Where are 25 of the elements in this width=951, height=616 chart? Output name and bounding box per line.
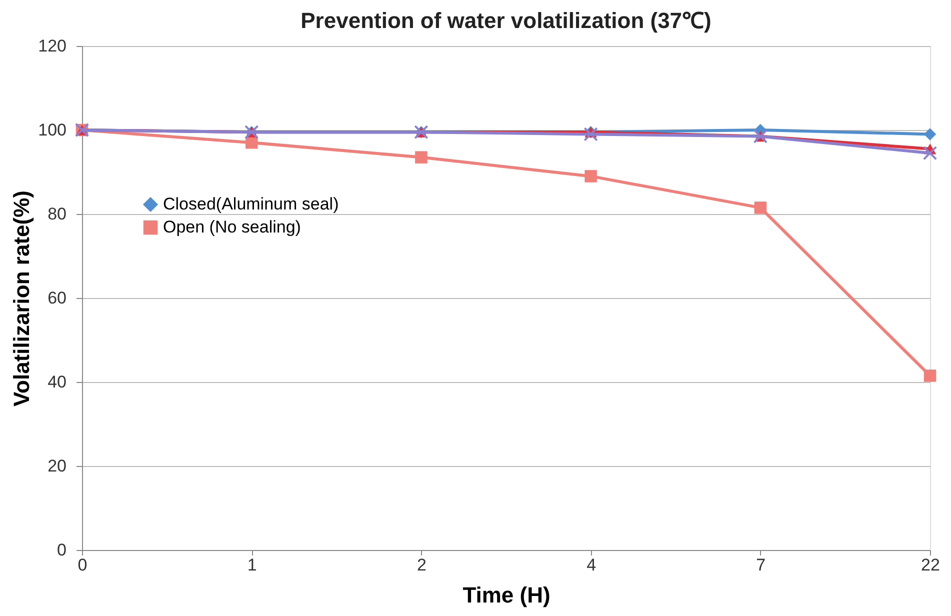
point (924, 370, 936, 382)
y-tick-label: 80 (48, 204, 66, 224)
x-axis-title: Time (H) (462, 582, 550, 608)
x-tick-label: 22 (921, 556, 940, 574)
y-tick-label: 60 (48, 288, 66, 308)
x-tick-label: 1 (247, 556, 257, 574)
y-tick-label: 40 (48, 372, 66, 392)
x-tick-label: 2 (416, 556, 426, 574)
point (922, 146, 938, 160)
point (924, 128, 936, 140)
point (584, 127, 598, 142)
y-tick-label: 0 (57, 540, 66, 560)
y-tick-label: 20 (48, 456, 66, 476)
point (584, 170, 597, 182)
point (415, 151, 428, 164)
y-axis-title: Volatilizarion rate(%) (9, 190, 34, 406)
y-tick-label: 100 (38, 120, 66, 140)
legend-label: Closed(Aluminum seal) (163, 194, 339, 214)
x-tick-label: 7 (756, 556, 766, 574)
y-tick-label: 120 (38, 36, 66, 56)
x-tick-label: 4 (586, 556, 596, 574)
x-tick-label: 0 (78, 556, 88, 574)
legend-label: Open (No sealing) (163, 218, 301, 236)
point (754, 202, 767, 214)
chart-title: Prevention of water volatilization (37℃) (300, 8, 712, 33)
